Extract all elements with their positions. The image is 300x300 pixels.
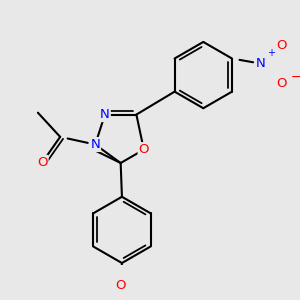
- Text: O: O: [276, 77, 287, 91]
- Text: O: O: [37, 156, 48, 169]
- Text: N: N: [100, 108, 110, 121]
- Text: −: −: [291, 71, 300, 84]
- Text: N: N: [90, 138, 100, 151]
- Text: +: +: [268, 48, 275, 58]
- Text: O: O: [276, 39, 287, 52]
- Text: O: O: [116, 279, 126, 292]
- Text: O: O: [139, 143, 149, 156]
- Text: N: N: [256, 57, 266, 70]
